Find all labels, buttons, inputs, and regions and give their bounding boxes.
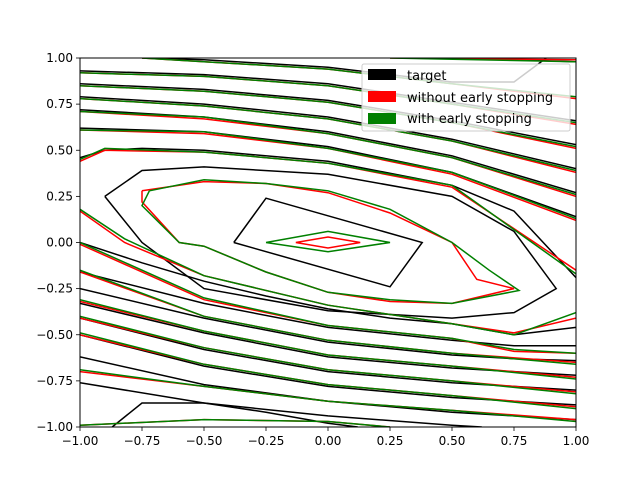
x-axis: −1.00 −0.75 −0.50 −0.25 0.00 0.25 0.50 0.75 1.00	[62, 427, 590, 448]
contour-line-with-early-stopping-16	[80, 369, 576, 423]
contour-line-target-0	[233, 197, 424, 288]
contour-line-without-early-stopping-0	[295, 236, 361, 249]
y-tick-label: 0.25	[46, 189, 73, 203]
contour-line-with-early-stopping-17	[80, 418, 391, 427]
contour-line-with-early-stopping-5	[80, 97, 576, 172]
y-tick-label: 1.00	[46, 51, 73, 65]
legend-label-without-early-stopping: without early stopping	[407, 91, 553, 106]
contour-line-with-early-stopping-12	[80, 269, 576, 366]
y-tick-label: 0.75	[46, 97, 73, 111]
legend-label-with-early-stopping: with early stopping	[407, 112, 532, 127]
contour-line-with-early-stopping-13	[80, 298, 576, 380]
contour-line-with-early-stopping-3	[80, 129, 576, 220]
x-tick-label: −0.75	[124, 434, 161, 448]
contour-line-with-early-stopping-11	[80, 241, 576, 354]
contour-line-with-early-stopping-4	[80, 110, 576, 196]
contour-line-with-early-stopping-9	[389, 58, 576, 63]
y-tick-label: −0.25	[36, 282, 73, 296]
legend: target without early stopping with early…	[361, 63, 571, 132]
contour-line-with-early-stopping-0	[265, 230, 391, 253]
y-tick-label: −0.75	[36, 374, 73, 388]
y-tick-label: −0.50	[36, 328, 73, 342]
y-tick-label: −1.00	[36, 420, 73, 434]
legend-swatch-with-early-stopping	[368, 113, 396, 124]
contour-line-with-early-stopping-14	[80, 315, 576, 395]
legend-box	[361, 63, 571, 132]
contour-line-with-early-stopping-1	[141, 179, 521, 305]
x-tick-label: 0.50	[439, 434, 466, 448]
x-tick-label: −1.00	[62, 434, 99, 448]
x-tick-label: −0.25	[248, 434, 285, 448]
contour-line-with-early-stopping-15	[80, 332, 576, 410]
contour-line-with-early-stopping-10	[80, 208, 576, 336]
contour-line-with-early-stopping-2	[80, 147, 576, 275]
x-tick-label: 0.75	[501, 434, 528, 448]
legend-swatch-without-early-stopping	[368, 91, 396, 102]
contour-line-target-17	[80, 381, 482, 427]
y-tick-label: 0.00	[46, 236, 73, 250]
contour-line-target-5	[80, 95, 576, 170]
x-tick-label: −0.50	[186, 434, 223, 448]
legend-label-target: target	[407, 69, 447, 84]
x-tick-label: 0.00	[315, 434, 342, 448]
x-tick-label: 1.00	[563, 434, 590, 448]
contour-line-target-11	[80, 271, 576, 347]
contour-line-target-18	[111, 402, 358, 427]
y-axis: −1.00 −0.75 −0.50 −0.25 0.00 0.25 0.50 0.75 1.00	[36, 51, 80, 434]
legend-swatch-target	[368, 69, 396, 80]
y-tick-label: 0.50	[46, 143, 73, 157]
x-tick-label: 0.25	[377, 434, 404, 448]
contour-line-target-1	[104, 166, 558, 319]
